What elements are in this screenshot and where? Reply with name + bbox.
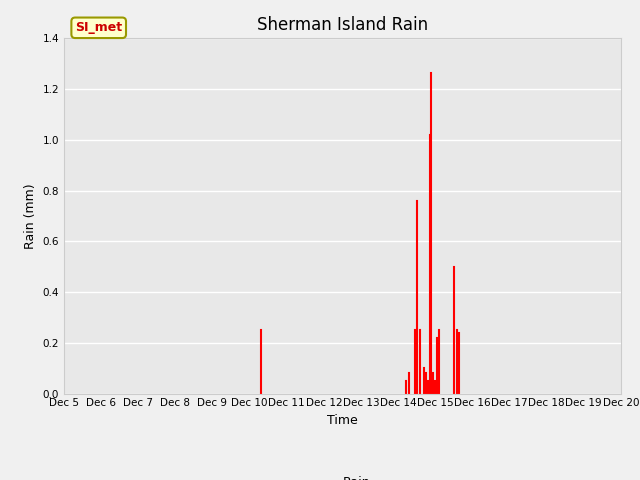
Title: Sherman Island Rain: Sherman Island Rain: [257, 16, 428, 34]
Y-axis label: Rain (mm): Rain (mm): [24, 183, 37, 249]
Text: SI_met: SI_met: [75, 21, 122, 34]
X-axis label: Time: Time: [327, 414, 358, 427]
Legend: Rain: Rain: [309, 471, 376, 480]
